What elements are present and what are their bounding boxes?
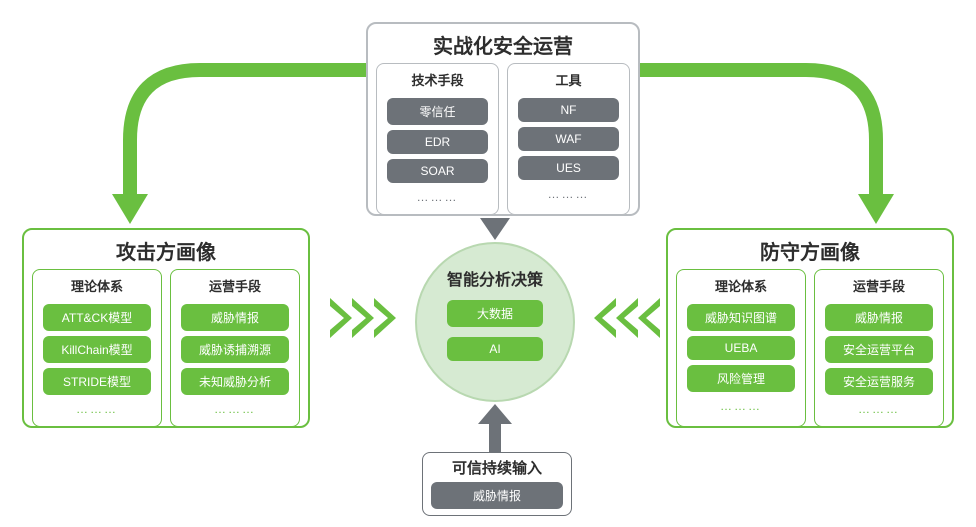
top-left-dots: ……… [383,188,492,206]
left-sub-left-title: 理论体系 [39,276,155,299]
arrow-down [480,218,510,240]
top-sub-left-title: 技术手段 [383,70,492,93]
top-sub-left: 技术手段 零信任 EDR SOAR ……… [376,63,499,215]
right-left-item-1: UEBA [687,336,795,360]
chevron-arrow-left [594,298,660,338]
center-circle-title: 智能分析决策 [447,266,543,290]
left-left-item-0: ATT&CK模型 [43,304,151,331]
top-panel-title: 实战化安全运营 [368,24,638,63]
right-sub-left-title: 理论体系 [683,276,799,299]
bottom-item-0: 威胁情报 [431,482,563,509]
center-item-0: 大数据 [447,300,543,327]
arrow-up [478,404,512,452]
top-right-item-0: NF [518,98,619,122]
bottom-panel-title: 可信持续输入 [423,453,571,480]
bottom-panel: 可信持续输入 威胁情报 [422,452,572,516]
right-right-item-1: 安全运营平台 [825,336,933,363]
right-panel: 防守方画像 理论体系 威胁知识图谱 UEBA 风险管理 ……… 运营手段 威胁情… [666,228,954,428]
left-panel: 攻击方画像 理论体系 ATT&CK模型 KillChain模型 STRIDE模型… [22,228,310,428]
top-sub-right: 工具 NF WAF UES ……… [507,63,630,215]
right-left-dots: ……… [683,397,799,415]
top-right-item-2: UES [518,156,619,180]
left-left-dots: ……… [39,400,155,418]
left-panel-title: 攻击方画像 [24,230,308,269]
right-left-item-2: 风险管理 [687,365,795,392]
top-left-item-0: 零信任 [387,98,488,125]
right-right-dots: ……… [821,400,937,418]
right-panel-title: 防守方画像 [668,230,952,269]
top-left-item-1: EDR [387,130,488,154]
left-left-item-2: STRIDE模型 [43,368,151,395]
left-sub-right: 运营手段 威胁情报 威胁诱捕溯源 未知威胁分析 ……… [170,269,300,427]
chevron-arrow-right [330,298,396,338]
curve-arrow-right [640,70,894,224]
center-circle: 智能分析决策 大数据 AI [415,242,575,402]
top-sub-right-title: 工具 [514,70,623,93]
curve-arrow-left [112,70,366,224]
top-left-item-2: SOAR [387,159,488,183]
right-right-item-0: 威胁情报 [825,304,933,331]
left-sub-left: 理论体系 ATT&CK模型 KillChain模型 STRIDE模型 ……… [32,269,162,427]
right-sub-left: 理论体系 威胁知识图谱 UEBA 风险管理 ……… [676,269,806,427]
right-right-item-2: 安全运营服务 [825,368,933,395]
top-panel: 实战化安全运营 技术手段 零信任 EDR SOAR ……… 工具 NF WAF … [366,22,640,216]
left-right-dots: ……… [177,400,293,418]
left-sub-right-title: 运营手段 [177,276,293,299]
center-item-1: AI [447,337,543,361]
right-left-item-0: 威胁知识图谱 [687,304,795,331]
left-right-item-2: 未知威胁分析 [181,368,289,395]
left-right-item-0: 威胁情报 [181,304,289,331]
left-right-item-1: 威胁诱捕溯源 [181,336,289,363]
left-left-item-1: KillChain模型 [43,336,151,363]
right-sub-right-title: 运营手段 [821,276,937,299]
right-sub-right: 运营手段 威胁情报 安全运营平台 安全运营服务 ……… [814,269,944,427]
top-right-item-1: WAF [518,127,619,151]
top-right-dots: ……… [514,185,623,203]
